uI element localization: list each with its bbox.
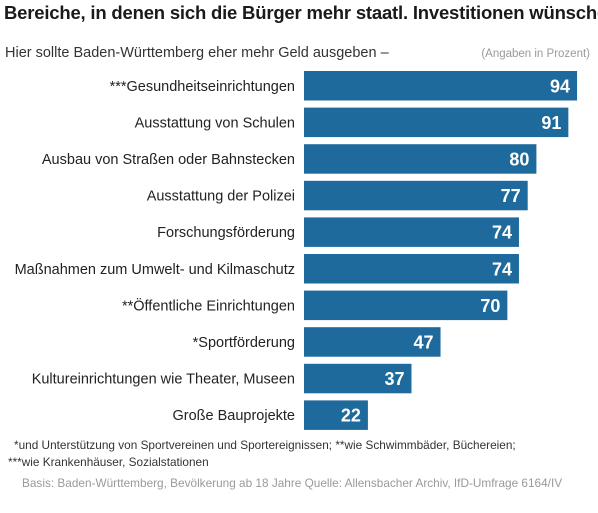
chart-subtitle: Hier sollte Baden-Württemberg eher mehr …	[5, 45, 389, 61]
value-label-6: 70	[480, 296, 500, 316]
footnote-line-1: *und Unterstützung von Sportvereinen und…	[14, 438, 516, 452]
category-label-5: Maßnahmen zum Umwelt- und Kilmaschutz	[15, 262, 295, 278]
value-label-9: 22	[341, 406, 361, 426]
bar-4	[304, 217, 519, 247]
category-label-9: Große Bauprojekte	[172, 408, 295, 424]
bar-5	[304, 254, 519, 284]
category-label-1: Ausstattung von Schulen	[135, 115, 295, 131]
chart-title: Bereiche, in denen sich die Bürger mehr …	[4, 2, 598, 23]
source-note: Basis: Baden-Württemberg, Bevölkerung ab…	[22, 476, 563, 490]
category-label-7: *Sportförderung	[193, 335, 295, 351]
bar-1	[304, 107, 569, 138]
category-label-4: Forschungsförderung	[157, 225, 295, 241]
value-label-2: 80	[509, 149, 529, 169]
unit-note: (Angaben in Prozent)	[481, 48, 590, 60]
category-label-3: Ausstattung der Polizei	[147, 189, 295, 205]
bar-7	[304, 327, 441, 357]
bar-2	[304, 144, 537, 174]
value-label-3: 77	[501, 186, 521, 206]
bar-8	[304, 363, 412, 394]
bar-0	[304, 71, 578, 101]
category-label-8: Kultureinrichtungen wie Theater, Museen	[32, 372, 295, 388]
bar-6	[304, 290, 508, 321]
bar-9	[304, 400, 368, 430]
category-label-0: ***Gesundheitseinrichtungen	[110, 79, 295, 95]
bar-3	[304, 180, 528, 211]
value-label-4: 74	[492, 223, 512, 243]
value-label-7: 47	[414, 332, 434, 352]
category-label-6: **Öffentliche Einrichtungen	[122, 296, 295, 314]
value-label-1: 91	[541, 113, 561, 133]
value-label-5: 74	[492, 259, 512, 279]
category-label-2: Ausbau von Straßen oder Bahnstecken	[42, 152, 295, 168]
value-label-8: 37	[384, 369, 404, 389]
footnote-line-2: ***wie Krankenhäuser, Sozialstationen	[8, 455, 209, 469]
value-label-0: 94	[550, 76, 570, 96]
